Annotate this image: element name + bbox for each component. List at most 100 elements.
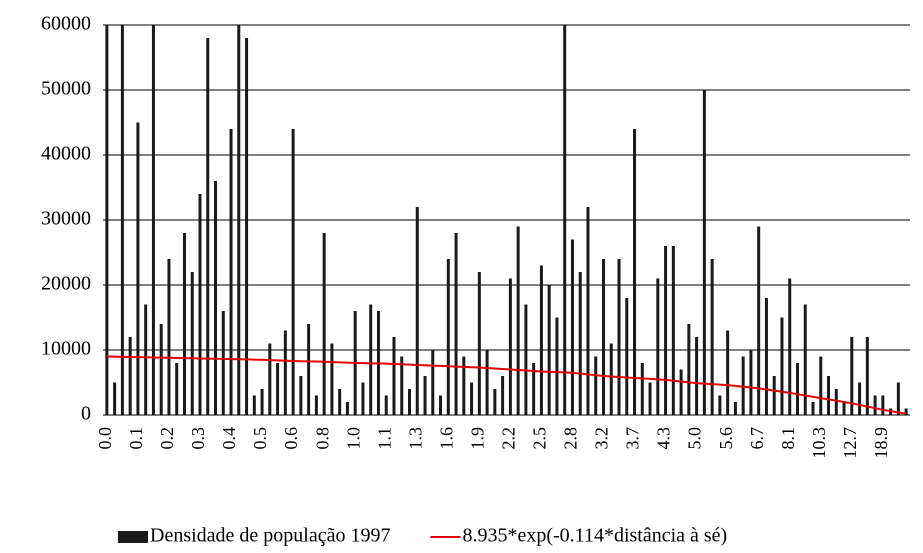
bar <box>299 376 303 415</box>
bar <box>400 356 404 415</box>
bar <box>330 343 334 415</box>
bar <box>245 38 249 415</box>
bar <box>485 350 489 415</box>
bar <box>408 389 412 415</box>
bar <box>718 395 722 415</box>
y-tick-label: 0 <box>81 403 91 425</box>
x-tick-label: 3.2 <box>592 427 612 450</box>
bar <box>625 298 629 415</box>
y-tick-label: 60000 <box>41 13 91 35</box>
bar <box>601 259 605 415</box>
bar <box>369 304 373 415</box>
bar <box>648 382 652 415</box>
x-tick-label: 0.6 <box>281 427 301 450</box>
x-tick-label: 1.0 <box>343 427 363 450</box>
bar <box>904 408 908 415</box>
bar <box>477 272 481 415</box>
bar <box>446 259 450 415</box>
bar <box>570 239 574 415</box>
bar <box>679 369 683 415</box>
bar <box>237 25 241 415</box>
x-tick-label: 0.1 <box>126 427 146 450</box>
bar <box>260 389 264 415</box>
bar <box>283 330 287 415</box>
bar <box>508 278 512 415</box>
bar <box>128 337 132 415</box>
bar <box>345 402 349 415</box>
bar <box>291 129 295 415</box>
x-tick-label: 1.6 <box>436 427 456 450</box>
bar <box>206 38 210 415</box>
bar <box>896 382 900 415</box>
x-tick-label: 0.0 <box>95 427 115 450</box>
bar <box>881 395 885 415</box>
bar <box>439 395 443 415</box>
bar <box>307 324 311 415</box>
y-tick-label: 50000 <box>41 78 91 100</box>
bar <box>229 129 233 415</box>
bar <box>415 207 419 415</box>
bar <box>710 259 714 415</box>
bar <box>702 90 706 415</box>
bar <box>151 25 155 415</box>
bar <box>105 25 109 415</box>
bar <box>640 363 644 415</box>
bar <box>586 207 590 415</box>
bar <box>501 376 505 415</box>
legend-label: Densidade de população 1997 <box>150 525 390 547</box>
x-tick-label: 1.9 <box>467 427 487 450</box>
bar <box>617 259 621 415</box>
bar <box>268 343 272 415</box>
bar <box>811 402 815 415</box>
y-tick-label: 20000 <box>41 273 91 295</box>
bar <box>834 389 838 415</box>
trend-line <box>106 355 907 415</box>
x-tick-label: 8.1 <box>778 427 798 450</box>
x-tick-label: 1.1 <box>374 427 394 450</box>
bar <box>757 226 761 415</box>
bar <box>865 337 869 415</box>
bar <box>695 337 699 415</box>
bar <box>733 402 737 415</box>
bar <box>113 382 117 415</box>
bar <box>726 330 730 415</box>
x-tick-label: 18.9 <box>871 427 891 459</box>
bar <box>214 181 218 415</box>
bar <box>532 363 536 415</box>
x-tick-label: 4.3 <box>654 427 674 450</box>
bar <box>314 395 318 415</box>
x-tick-label: 5.6 <box>716 427 736 450</box>
bar <box>609 343 613 415</box>
bar <box>322 233 326 415</box>
bar <box>182 233 186 415</box>
bar <box>198 194 202 415</box>
bar <box>431 350 435 415</box>
bar <box>764 298 768 415</box>
bar <box>493 389 497 415</box>
bar <box>594 356 598 415</box>
bar <box>167 259 171 415</box>
bar <box>524 304 528 415</box>
x-tick-label: 3.7 <box>623 427 643 450</box>
x-tick-label: 0.2 <box>157 427 177 450</box>
y-tick-label: 30000 <box>41 208 91 230</box>
bar <box>664 246 668 415</box>
bar <box>159 324 163 415</box>
bar <box>671 246 675 415</box>
x-tick-label: 6.7 <box>747 427 767 450</box>
bar <box>175 363 179 415</box>
bar <box>190 272 194 415</box>
bar <box>633 129 637 415</box>
y-tick-label: 40000 <box>41 143 91 165</box>
bar <box>795 363 799 415</box>
bar <box>462 356 466 415</box>
bar <box>788 278 792 415</box>
bar <box>516 226 520 415</box>
x-tick-label: 1.3 <box>405 427 425 450</box>
bar <box>850 337 854 415</box>
bar <box>842 402 846 415</box>
bar <box>470 382 474 415</box>
bar <box>819 356 823 415</box>
x-tick-label: 2.5 <box>530 427 550 450</box>
